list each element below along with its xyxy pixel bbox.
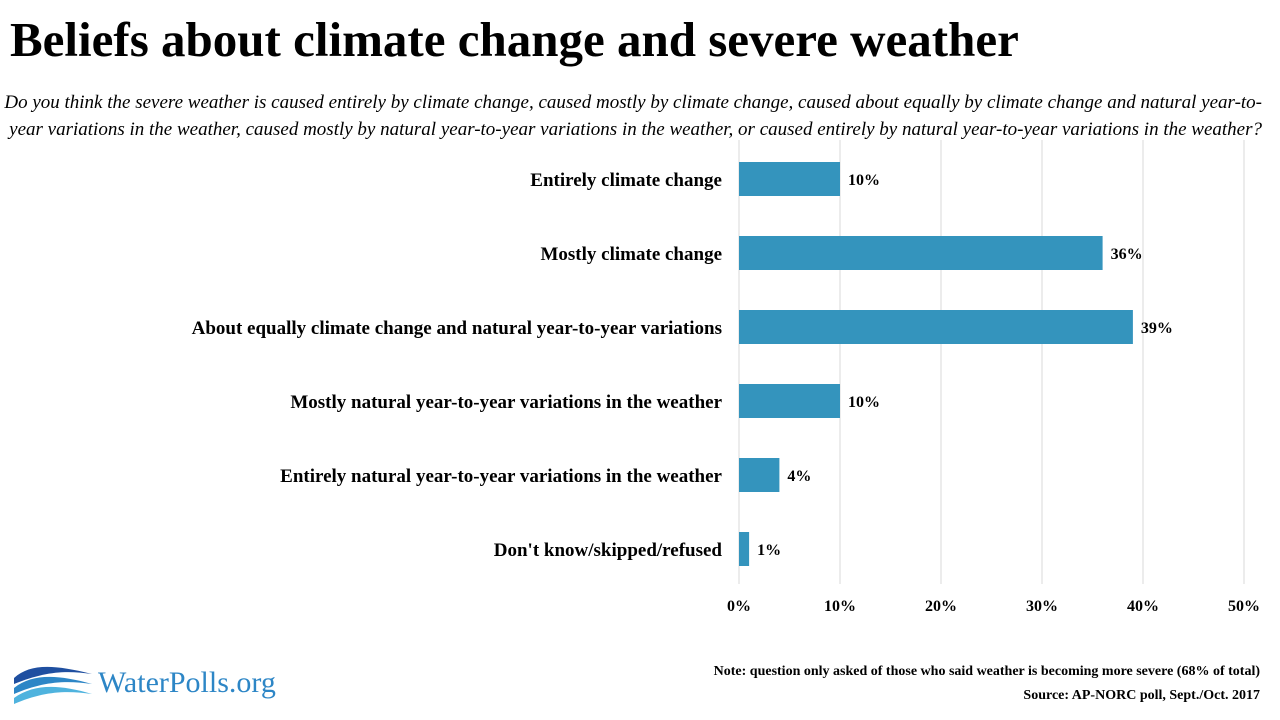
x-tick-label: 0% (727, 598, 751, 615)
data-label: 1% (757, 542, 781, 559)
category-label: Mostly natural year-to-year variations i… (290, 392, 722, 413)
category-label: Mostly climate change (540, 244, 722, 265)
bar-chart: 0% 10% 20% 30% 40% 50% Entirely climate change… (192, 140, 1260, 615)
bar (739, 310, 1133, 344)
chart-title: Beliefs about climate change and severe … (10, 12, 1019, 67)
waterpolls-logo: WaterPolls.org (12, 660, 302, 710)
data-label: 39% (1141, 320, 1173, 337)
data-label: 36% (1111, 246, 1143, 263)
category-label: Entirely climate change (530, 170, 722, 191)
x-tick-label: 30% (1026, 598, 1058, 615)
data-label: 10% (848, 172, 880, 189)
category-label: Don't know/skipped/refused (494, 540, 723, 561)
wave-logo-icon (14, 666, 92, 704)
x-tick-label: 50% (1228, 598, 1260, 615)
data-label: 4% (787, 468, 811, 485)
bar (739, 162, 840, 196)
bar (739, 458, 780, 492)
logo-text: WaterPolls.org (98, 666, 276, 699)
data-label: 10% (848, 394, 880, 411)
x-tick-label: 10% (824, 598, 856, 615)
chart-subtitle: Do you think the severe weather is cause… (4, 92, 1262, 140)
x-tick-label: 20% (925, 598, 957, 615)
source-note: Source: AP-NORC poll, Sept./Oct. 2017 (1023, 688, 1260, 703)
category-label: About equally climate change and natural… (192, 318, 722, 339)
footnote: Note: question only asked of those who s… (713, 664, 1260, 679)
x-tick-label: 40% (1127, 598, 1159, 615)
bar (739, 384, 840, 418)
bar (739, 532, 750, 566)
category-label: Entirely natural year-to-year variations… (280, 466, 722, 487)
bar (739, 236, 1103, 270)
